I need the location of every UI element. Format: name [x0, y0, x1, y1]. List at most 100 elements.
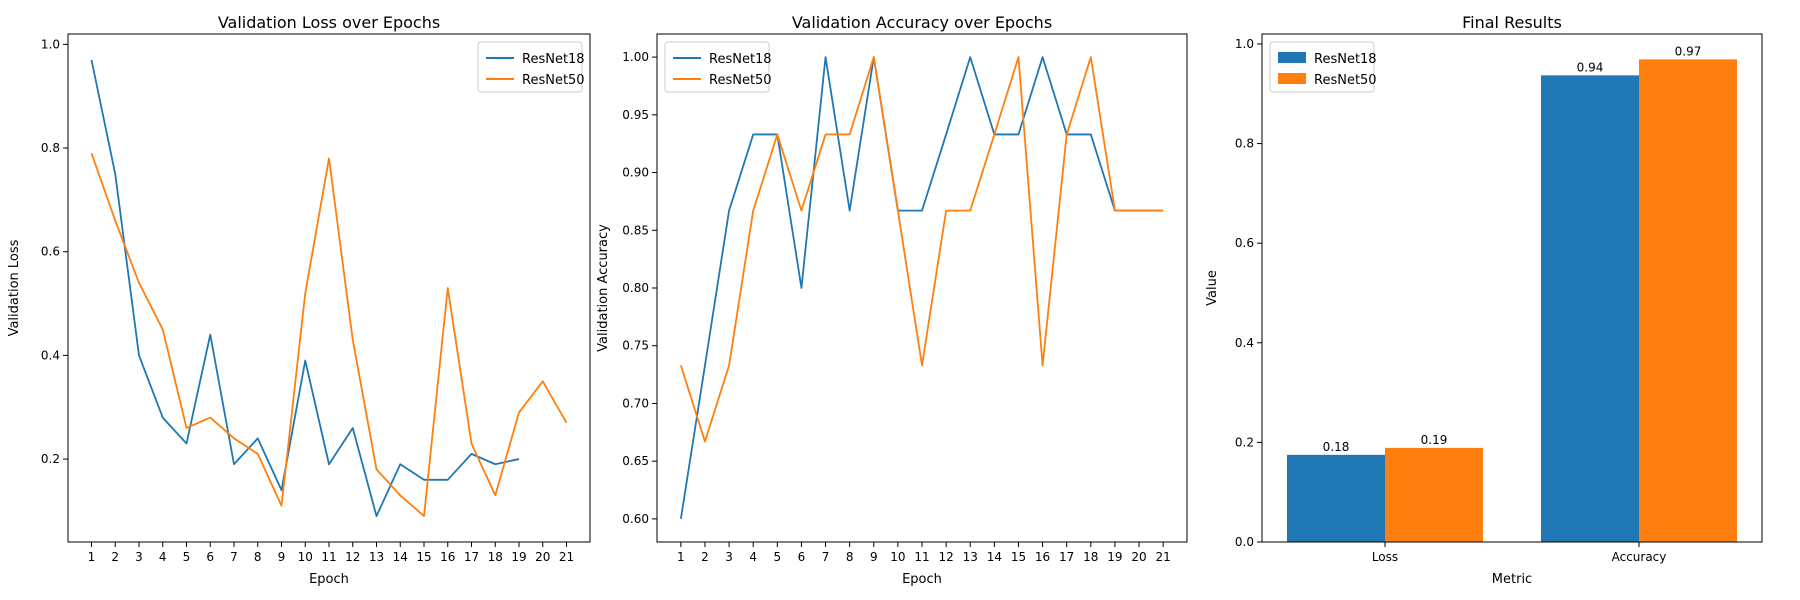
bar-value-label: 0.94 — [1577, 60, 1604, 74]
legend-swatch — [1278, 52, 1306, 63]
y-tick-label: 0.95 — [622, 108, 649, 122]
y-axis-label: Value — [1205, 270, 1220, 306]
legend: ResNet18 ResNet50 — [477, 41, 585, 93]
x-tick-label: 10 — [890, 550, 905, 564]
y-tick-label: 0.70 — [622, 396, 649, 410]
legend: ResNet18 ResNet50 — [664, 41, 772, 93]
x-tick-label: 16 — [1035, 550, 1050, 564]
y-tick-label: 0.90 — [622, 166, 649, 180]
bar-resnet50-accuracy — [1639, 59, 1737, 543]
y-axis-label: Validation Accuracy — [596, 224, 611, 352]
x-tick-label: 8 — [846, 550, 854, 564]
y-tick-label: 0.4 — [41, 348, 60, 362]
series-line-resnet50 — [90, 152, 568, 517]
x-tick-label: 14 — [393, 550, 408, 564]
legend-swatch — [1278, 73, 1306, 84]
x-axis-label: Epoch — [309, 572, 349, 587]
x-tick-label: 1 — [88, 550, 96, 564]
x-tick-label: 6 — [798, 550, 806, 564]
series-line-resnet18 — [90, 59, 520, 517]
chart-title: Validation Loss over Epochs — [218, 13, 440, 32]
y-tick-label: 0.8 — [41, 141, 60, 155]
x-tick-label: 14 — [987, 550, 1002, 564]
x-tick-label: 3 — [725, 550, 733, 564]
y-tick-label: 0.6 — [1235, 236, 1254, 250]
x-tick-label: 4 — [159, 550, 167, 564]
x-tick-label: 17 — [464, 550, 479, 564]
chart-1: 1 2 3 4 5 6 7 8 9 10 11 12 13 14 15 16 17 18 19 20 210.20.40… — [7, 13, 591, 587]
x-tick-label: 5 — [773, 550, 781, 564]
x-tick-label: 2 — [111, 550, 119, 564]
x-tick-label: Loss — [1372, 550, 1398, 564]
x-tick-label: 15 — [1011, 550, 1026, 564]
y-tick-label: 0.8 — [1235, 137, 1254, 151]
y-tick-label: 0.80 — [622, 281, 649, 295]
x-tick-label: 17 — [1059, 550, 1074, 564]
x-tick-label: Accuracy — [1612, 550, 1667, 564]
x-tick-label: 4 — [749, 550, 757, 564]
y-axis-label: Validation Loss — [7, 239, 22, 336]
x-tick-label: 21 — [1156, 550, 1171, 564]
plot-frame — [1261, 33, 1763, 543]
legend-label: ResNet50 — [1314, 73, 1377, 88]
bar-value-label: 0.97 — [1675, 44, 1702, 58]
x-tick-label: 13 — [369, 550, 384, 564]
legend-label: ResNet18 — [1314, 52, 1377, 67]
x-tick-label: 6 — [206, 550, 214, 564]
x-tick-label: 18 — [488, 550, 503, 564]
bar-value-label: 0.19 — [1421, 433, 1448, 447]
chart-title: Final Results — [1462, 13, 1562, 32]
x-tick-label: 18 — [1083, 550, 1098, 564]
y-tick-label: 1.00 — [622, 50, 649, 64]
x-axis-label: Epoch — [902, 572, 942, 587]
series-line-resnet50 — [679, 56, 1164, 443]
legend-label: ResNet50 — [522, 73, 585, 88]
x-tick-label: 3 — [135, 550, 143, 564]
legend-label: ResNet50 — [709, 73, 772, 88]
bar-resnet50-loss — [1385, 447, 1483, 542]
x-tick-label: 5 — [183, 550, 191, 564]
chart-2: 1 2 3 4 5 6 7 8 9 10 11 12 13 14 15 16 17 18 19 20 210.600.6… — [596, 13, 1188, 587]
chart-title: Validation Accuracy over Epochs — [792, 13, 1052, 32]
legend-label: ResNet18 — [522, 52, 585, 67]
x-tick-label: 19 — [1107, 550, 1122, 564]
bar-resnet18-loss — [1287, 454, 1385, 542]
y-tick-label: 0.60 — [622, 512, 649, 526]
x-tick-label: 15 — [416, 550, 431, 564]
y-tick-label: 0.85 — [622, 223, 649, 237]
x-tick-label: 2 — [701, 550, 709, 564]
y-tick-label: 0.6 — [41, 245, 60, 259]
y-tick-label: 0.2 — [41, 452, 60, 466]
y-tick-label: 0.4 — [1235, 336, 1254, 350]
y-tick-label: 1.0 — [1235, 37, 1254, 51]
y-tick-label: 1.0 — [41, 37, 60, 51]
x-tick-label: 21 — [559, 550, 574, 564]
x-tick-label: 7 — [822, 550, 830, 564]
x-tick-label: 12 — [345, 550, 360, 564]
plot-frame — [67, 33, 591, 543]
x-tick-label: 11 — [914, 550, 929, 564]
x-tick-label: 9 — [278, 550, 286, 564]
y-tick-label: 0.75 — [622, 339, 649, 353]
x-tick-label: 12 — [938, 550, 953, 564]
bar-value-label: 0.18 — [1323, 440, 1350, 454]
x-axis-label: Metric — [1492, 572, 1532, 587]
y-tick-label: 0.0 — [1235, 535, 1254, 549]
x-tick-label: 8 — [254, 550, 262, 564]
x-tick-label: 20 — [535, 550, 550, 564]
bar-resnet18-accuracy — [1541, 75, 1639, 543]
x-tick-label: 20 — [1131, 550, 1146, 564]
y-tick-label: 0.65 — [622, 454, 649, 468]
legend-label: ResNet18 — [709, 52, 772, 67]
x-tick-label: 16 — [440, 550, 455, 564]
x-tick-label: 7 — [230, 550, 238, 564]
plot-frame — [656, 33, 1188, 543]
legend: ResNet18 ResNet50 — [1269, 41, 1377, 93]
x-tick-label: 13 — [963, 550, 978, 564]
x-tick-label: 10 — [298, 550, 313, 564]
x-tick-label: 11 — [321, 550, 336, 564]
chart-3: 0.18 0.94 0.19 0.97 Loss Accuracy 0.0 0.2 0.4 0.6… — [1205, 13, 1763, 587]
x-tick-label: 19 — [511, 550, 526, 564]
x-tick-label: 1 — [677, 550, 685, 564]
